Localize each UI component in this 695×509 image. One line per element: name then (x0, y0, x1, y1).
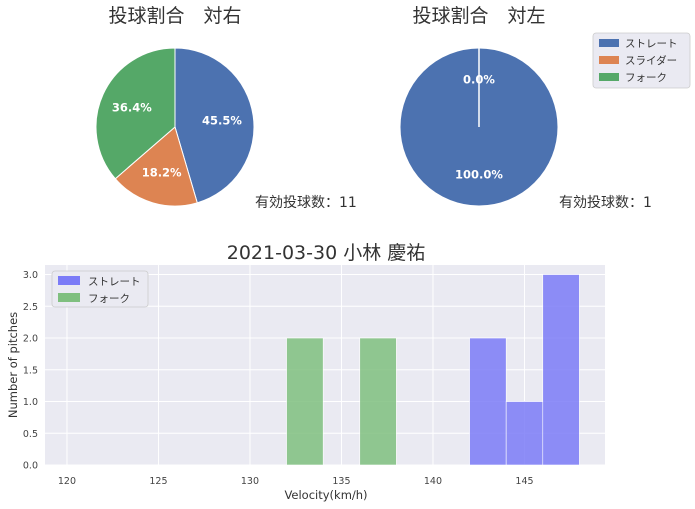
pie-right-chart: 投球割合 対右 45.5% 18.2% 36.4% 有効投球数：11 (95, 5, 357, 211)
histogram-legend-swatch-fork (58, 293, 80, 302)
histogram-bar-fork-0 (286, 337, 324, 466)
pie-slice-right-2 (95, 47, 176, 180)
pie-legend-label-straight: ストレート (625, 38, 678, 50)
pie-legend-swatch-slider (599, 56, 619, 64)
pie-value-label-right-0: 45.5% (202, 113, 242, 127)
x-tick-label-0: 120 (58, 476, 76, 487)
histogram-x-axis-title: Velocity(km/h) (284, 488, 367, 502)
histogram-bar-straight-0 (469, 337, 507, 466)
histogram-bar-straight-2 (542, 274, 580, 466)
pie-legend-label-slider: スライダー (625, 54, 677, 67)
pie-left-value-labels: 100.0% 0.0% (455, 73, 503, 182)
pie-value-label-right-1: 18.2% (142, 165, 182, 179)
velocity-histogram: 2021-03-30 小林 慶祐 120 125 130 135 140 145 0.00… (6, 242, 605, 502)
histogram-bar-fork-1 (359, 337, 397, 466)
pie-legend-swatch-fork (599, 73, 619, 81)
pie-legend-swatch-straight (599, 39, 619, 47)
pie-right-pitch-count: 有効投球数：11 (255, 195, 357, 211)
pie-left-pitch-count: 有効投球数：1 (559, 195, 652, 211)
pie-slice-right-1 (114, 126, 198, 207)
histogram-legend: ストレート フォーク (51, 270, 149, 308)
x-tick-label-4: 140 (424, 476, 442, 487)
pie-legend-label-fork: フォーク (625, 72, 667, 84)
histogram-legend-swatch-straight (58, 276, 80, 285)
histogram-title: 2021-03-30 小林 慶祐 (227, 242, 426, 264)
pie-left-chart: 投球割合 対左 100.0% 0.0% 有効投球数：1 (399, 5, 652, 211)
x-tick-label-1: 125 (149, 476, 167, 487)
pie-value-label-left-0: 100.0% (455, 167, 503, 181)
y-tick-label-1: 0.5 (23, 429, 38, 440)
pie-legend: ストレート スライダー フォーク (592, 32, 691, 89)
y-tick-label-0: 0.0 (23, 461, 38, 472)
pie-right-slices (95, 47, 255, 207)
pie-left-title: 投球割合 対左 (412, 5, 545, 27)
histogram-y-ticks: 0.0 0.5 1.0 1.5 2.0 2.5 3.0 (23, 270, 38, 471)
x-tick-label-2: 130 (241, 476, 259, 487)
pie-value-label-left-1: 0.0% (463, 73, 495, 87)
pie-right-value-labels: 45.5% 18.2% 36.4% (112, 100, 242, 179)
histogram-bars (286, 274, 580, 466)
y-tick-label-5: 2.5 (23, 302, 38, 313)
pie-value-label-right-2: 36.4% (112, 100, 152, 114)
x-tick-label-3: 135 (332, 476, 350, 487)
histogram-x-ticks: 120 125 130 135 140 145 (58, 476, 534, 487)
y-tick-label-3: 1.5 (23, 365, 38, 376)
pie-left-slices (399, 47, 559, 207)
pie-slice-right-0 (174, 47, 255, 204)
histogram-bar-straight-1 (505, 401, 544, 466)
x-tick-label-5: 145 (515, 476, 533, 487)
histogram-y-axis-title: Number of pitches (6, 312, 20, 418)
histogram-legend-label-straight: ストレート (88, 276, 141, 288)
y-tick-label-2: 1.0 (23, 397, 38, 408)
y-tick-label-6: 3.0 (23, 270, 38, 281)
y-tick-label-4: 2.0 (23, 334, 38, 345)
pie-right-title: 投球割合 対右 (108, 5, 241, 27)
histogram-legend-label-fork: フォーク (88, 293, 130, 305)
